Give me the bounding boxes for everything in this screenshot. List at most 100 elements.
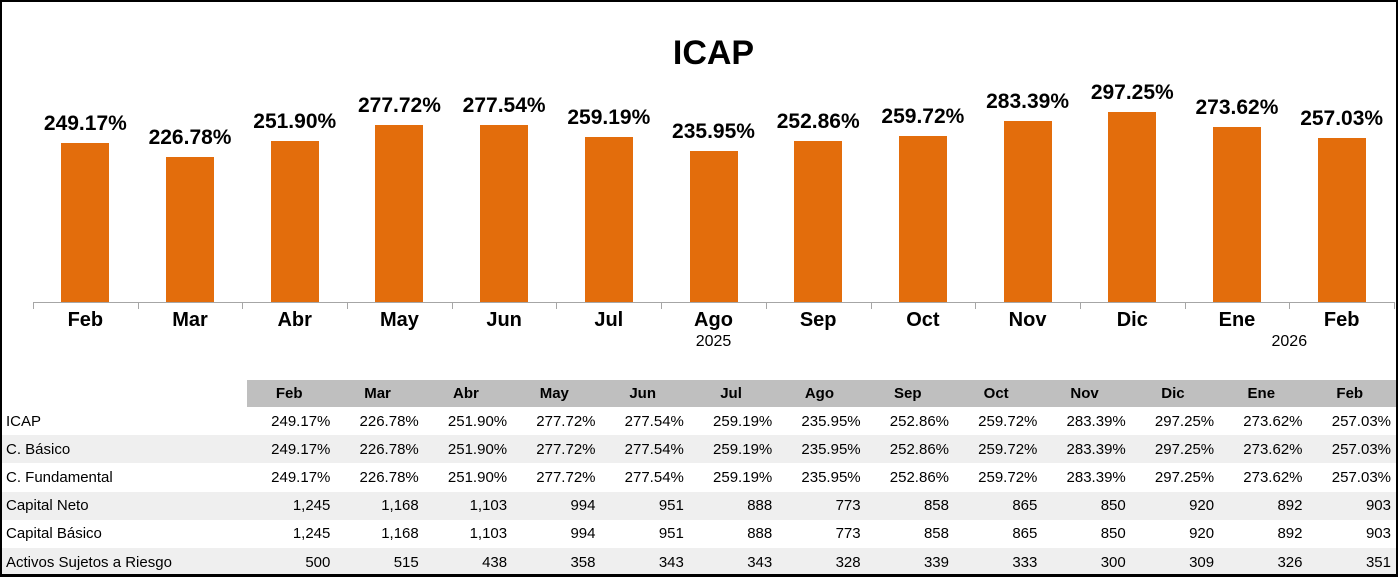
table-cell: 951: [658, 525, 684, 543]
table-cell: 259.19%: [713, 440, 773, 458]
x-tick-label-feb-0: Feb: [67, 309, 104, 331]
chart-title: ICAP: [672, 34, 755, 72]
x-tick-label-sep-7: Sep: [799, 309, 837, 331]
table-cell: 903: [1365, 497, 1391, 515]
x-axis-tick: [1079, 302, 1081, 309]
row-label: Capital Básico: [6, 525, 102, 543]
bar-oct-8: [898, 136, 947, 302]
bar-value-label: 259.19%: [567, 106, 651, 129]
column-header-abr-2: Abr: [423, 380, 513, 407]
table-cell: 920: [1189, 497, 1215, 515]
table-cell: 858: [923, 497, 949, 515]
table-row-4: Capital Básico 1,245 1,168 1,103 994 951 888 77…: [2, 520, 1396, 548]
table-cell: 283.39%: [1066, 468, 1126, 486]
x-tick-label-ene-11: Ene: [1218, 309, 1256, 331]
table-cell: 1,245: [292, 497, 331, 515]
table-cell: 865: [1012, 497, 1038, 515]
bar-ene-11: [1212, 127, 1261, 302]
column-header-mar-1: Mar: [335, 380, 424, 407]
x-axis-tick: [1184, 302, 1186, 309]
bar-feb-12: [1317, 138, 1366, 302]
bar-ago-6: [689, 151, 738, 302]
table-cell: 273.62%: [1243, 412, 1303, 430]
table-corner-cell: [2, 380, 247, 407]
table-cell: 994: [570, 525, 596, 543]
table-cell: 773: [835, 497, 861, 515]
x-tick-label-jul-5: Jul: [594, 309, 624, 331]
row-label: ICAP: [6, 412, 42, 430]
table-cell: 333: [1012, 553, 1038, 571]
table-cell: 277.54%: [624, 440, 684, 458]
table-cell: 358: [570, 553, 596, 571]
x-axis-tick: [556, 302, 558, 309]
table-cell: 259.19%: [713, 468, 773, 486]
table-cell: 515: [393, 553, 419, 571]
column-header-may-3: May: [512, 380, 601, 407]
x-axis-tick: [33, 302, 34, 309]
table-cell: 297.25%: [1154, 412, 1215, 430]
column-header-sep-7: Sep: [865, 380, 954, 407]
bar-value-label: 273.62%: [1195, 96, 1279, 119]
table-cell: 309: [1189, 553, 1215, 571]
table-cell: 277.54%: [624, 468, 684, 486]
table-cell: 277.72%: [536, 412, 596, 430]
bar-abr-2: [270, 141, 319, 302]
table-cell: 251.90%: [447, 440, 508, 458]
table-cell: 892: [1277, 497, 1303, 515]
table-cell: 326: [1277, 553, 1303, 571]
column-header-jun-4: Jun: [600, 380, 689, 407]
x-tick-label-nov-9: Nov: [1008, 309, 1047, 331]
table-cell: 994: [570, 497, 596, 515]
x-axis-tick: [661, 302, 663, 309]
bar-value-label: 297.25%: [1090, 81, 1174, 104]
table-row-1: C. Básico 249.17% 226.78% 251.90% 277.72% 277…: [2, 435, 1396, 464]
x-tick-label-dic-10: Dic: [1116, 309, 1148, 331]
table-cell: 1,245: [292, 525, 331, 543]
table-cell: 438: [482, 553, 508, 571]
bar-nov-9: [1003, 121, 1052, 302]
bar-value-label: 249.17%: [43, 112, 127, 135]
table-cell: 888: [747, 525, 773, 543]
table-cell: 226.78%: [359, 412, 419, 430]
table-cell: 865: [1012, 525, 1038, 543]
table-cell: 951: [658, 497, 684, 515]
bar-dic-10: [1108, 112, 1157, 302]
table-cell: 351: [1365, 553, 1391, 571]
x-axis-tick: [975, 302, 977, 309]
table-cell: 259.72%: [978, 412, 1038, 430]
bar-value-label: 251.90%: [253, 110, 337, 133]
table-cell: 300: [1100, 553, 1126, 571]
table-row-0: ICAP 249.17% 226.78% 251.90% 277.72% 277.54% 2…: [2, 407, 1396, 435]
table-cell: 500: [305, 553, 331, 571]
table-cell: 273.62%: [1243, 440, 1303, 458]
bar-jun-4: [480, 125, 529, 302]
x-axis-tick: [451, 302, 453, 309]
table-row-3: Capital Neto 1,245 1,168 1,103 994 951 888 773 8…: [2, 491, 1396, 520]
table-cell: 339: [923, 553, 949, 571]
table-cell: 1,168: [381, 497, 419, 515]
table-cell: 888: [747, 497, 773, 515]
table-cell: 251.90%: [447, 468, 508, 486]
x-axis-tick: [1289, 302, 1291, 309]
column-header-oct-8: Oct: [954, 380, 1043, 407]
table-cell: 252.86%: [889, 412, 949, 430]
column-header-ago-6: Ago: [777, 380, 866, 407]
column-header-feb-0: Feb: [247, 380, 336, 407]
bar-value-label: 277.72%: [357, 94, 441, 117]
table-cell: 283.39%: [1066, 412, 1126, 430]
x-axis-tick: [870, 302, 872, 309]
table-cell: 249.17%: [271, 440, 331, 458]
table-cell: 892: [1277, 525, 1303, 543]
bar-may-3: [375, 125, 424, 302]
row-label: Capital Neto: [6, 497, 89, 515]
table-cell: 259.72%: [978, 468, 1038, 486]
bar-value-label: 257.03%: [1300, 107, 1384, 130]
table-cell: 226.78%: [359, 440, 419, 458]
column-header-nov-9: Nov: [1042, 380, 1131, 407]
x-tick-label-mar-1: Mar: [172, 309, 208, 331]
table-cell: 1,168: [381, 525, 419, 543]
table-cell: 226.78%: [359, 468, 419, 486]
table-cell: 235.95%: [801, 412, 861, 430]
x-axis-tick: [347, 302, 349, 309]
bar-jul-5: [584, 137, 633, 302]
